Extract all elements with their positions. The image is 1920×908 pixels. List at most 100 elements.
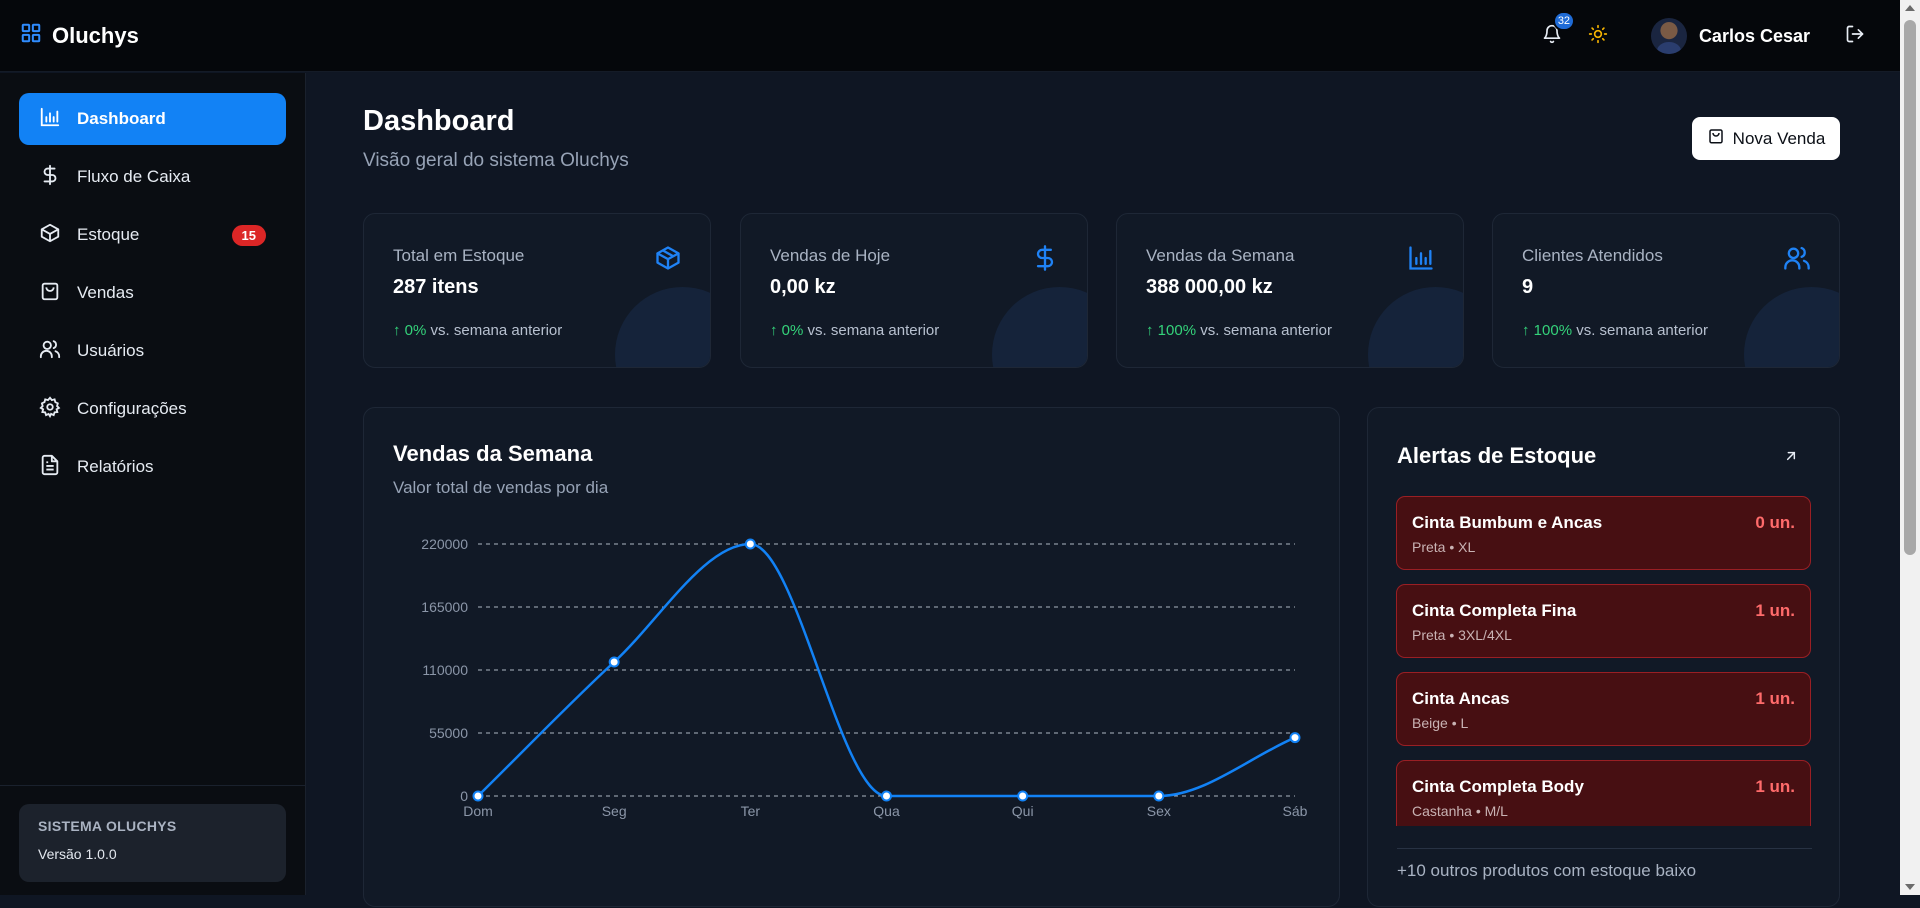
sidebar-item-label: Vendas xyxy=(77,283,134,302)
alert-product-name: Cinta Completa Fina xyxy=(1412,601,1577,620)
data-point xyxy=(472,790,484,802)
app-name: Oluchys xyxy=(52,22,139,48)
y-tick-label: 220000 xyxy=(421,536,468,552)
brand[interactable]: Oluchys xyxy=(20,22,139,49)
sidebar-item-usuarios[interactable]: Usuários xyxy=(19,325,286,377)
scroll-thumb[interactable] xyxy=(1904,20,1916,555)
logout-icon xyxy=(1845,24,1865,49)
system-version: Versão 1.0.0 xyxy=(38,846,117,862)
stat-card-today-sales: Vendas de Hoje 0,00 kz ↑ 0% vs. semana a… xyxy=(740,213,1088,368)
stat-trend: ↑ 100% vs. semana anterior xyxy=(1522,322,1708,339)
data-point xyxy=(1017,790,1029,802)
data-point xyxy=(744,538,756,550)
alert-product-name: Cinta Bumbum e Ancas xyxy=(1412,513,1603,532)
stat-label: Clientes Atendidos xyxy=(1522,246,1663,265)
gear-icon xyxy=(39,395,61,423)
alert-item[interactable]: Cinta Completa Fina Preta • 3XL/4XL 1 un… xyxy=(1396,584,1811,658)
decorative-circle xyxy=(1744,287,1839,367)
x-tick-label: Dom xyxy=(463,803,493,819)
stock-alerts-card: Alertas de Estoque Cinta Bumbum e Ancas … xyxy=(1367,407,1840,907)
x-tick-label: Seg xyxy=(602,803,627,819)
stock-alert-badge: 15 xyxy=(231,224,266,246)
y-tick-label: 110000 xyxy=(422,662,468,678)
sidebar-item-label: Usuários xyxy=(77,341,145,360)
bar-chart-icon xyxy=(39,106,61,133)
shopping-bag-icon xyxy=(1707,127,1725,150)
y-tick-label: 55000 xyxy=(429,725,468,741)
decorative-circle xyxy=(1368,287,1463,367)
new-sale-label: Nova Venda xyxy=(1732,128,1826,148)
x-tick-label: Sáb xyxy=(1283,803,1308,819)
decorative-circle xyxy=(992,287,1087,367)
sidebar-item-estoque[interactable]: Estoque 15 xyxy=(19,209,286,261)
alerts-title: Alertas de Estoque xyxy=(1397,443,1597,468)
chart-subtitle: Valor total de vendas por dia xyxy=(393,478,609,497)
notifications-button[interactable]: 32 xyxy=(1537,11,1575,51)
page-scrollbar[interactable] xyxy=(1900,0,1920,895)
version-card: SISTEMA OLUCHYS Versão 1.0.0 xyxy=(19,804,286,882)
alert-product-meta: Castanha • M/L xyxy=(1412,803,1508,819)
weekly-sales-chart-card: Vendas da Semana Valor total de vendas p… xyxy=(363,407,1340,907)
x-tick-label: Sex xyxy=(1147,803,1171,819)
box-icon xyxy=(39,222,61,249)
alert-item[interactable]: Cinta Bumbum e Ancas Preta • XL 0 un. xyxy=(1396,496,1811,570)
alert-quantity: 1 un. xyxy=(1755,689,1795,708)
sidebar-item-relatorios[interactable]: Relatórios xyxy=(19,441,286,493)
sidebar-item-label: Estoque xyxy=(77,225,140,244)
scroll-down-arrow[interactable] xyxy=(1905,884,1915,890)
trend-up: ↑ 100% xyxy=(1146,322,1197,339)
stat-card-clients: Clientes Atendidos 9 ↑ 100% vs. semana a… xyxy=(1492,213,1840,368)
alert-product-name: Cinta Completa Body xyxy=(1412,777,1584,796)
sidebar-item-dashboard[interactable]: Dashboard xyxy=(19,93,286,145)
y-tick-label: 0 xyxy=(460,788,468,804)
arrow-up-right-icon[interactable] xyxy=(1783,448,1799,469)
x-tick-label: Qui xyxy=(1012,803,1034,819)
stat-value: 287 itens xyxy=(393,276,479,298)
sidebar-item-label: Relatórios xyxy=(77,457,154,476)
sidebar-item-label: Fluxo de Caixa xyxy=(77,167,191,186)
system-name: SISTEMA OLUCHYS xyxy=(38,818,177,834)
sidebar-item-vendas[interactable]: Vendas xyxy=(19,267,286,319)
decorative-circle xyxy=(615,287,710,367)
user-menu[interactable]: Carlos Cesar xyxy=(1650,18,1810,54)
stat-label: Total em Estoque xyxy=(393,246,525,265)
sidebar-item-configuracoes[interactable]: Configurações xyxy=(19,383,286,435)
alert-quantity: 0 un. xyxy=(1755,513,1795,532)
data-point xyxy=(608,656,620,668)
dollar-icon xyxy=(1031,244,1059,277)
sidebar-item-label: Dashboard xyxy=(77,109,166,128)
bell-icon xyxy=(1542,24,1562,49)
alert-item[interactable]: Cinta Completa Body Castanha • M/L 1 un. xyxy=(1396,760,1811,826)
stat-trend: ↑ 0% vs. semana anterior xyxy=(770,322,939,339)
x-tick-label: Qua xyxy=(873,803,900,819)
stat-card-stock: Total em Estoque 287 itens ↑ 0% vs. sema… xyxy=(363,213,711,368)
y-tick-label: 165000 xyxy=(421,599,468,615)
page-subtitle: Visão geral do sistema Oluchys xyxy=(363,150,629,171)
dollar-icon xyxy=(39,164,61,191)
alert-product-meta: Beige • L xyxy=(1412,715,1469,731)
bar-chart-icon xyxy=(1407,244,1435,277)
new-sale-button[interactable]: Nova Venda xyxy=(1692,117,1840,160)
stat-trend: ↑ 0% vs. semana anterior xyxy=(393,322,562,339)
sun-icon xyxy=(1588,24,1608,49)
stat-label: Vendas de Hoje xyxy=(770,246,891,265)
avatar xyxy=(1650,18,1687,54)
scroll-up-arrow[interactable] xyxy=(1905,5,1915,11)
logout-button[interactable] xyxy=(1840,21,1870,51)
file-text-icon xyxy=(39,454,61,481)
theme-toggle-button[interactable] xyxy=(1583,21,1613,51)
trend-text: vs. semana anterior xyxy=(807,322,940,339)
trend-up: ↑ 0% xyxy=(393,322,427,339)
grid-logo-icon xyxy=(20,22,42,49)
sidebar-item-fluxo-de-caixa[interactable]: Fluxo de Caixa xyxy=(19,151,286,203)
alerts-more-text: +10 outros produtos com estoque baixo xyxy=(1397,848,1812,881)
trend-text: vs. semana anterior xyxy=(430,322,563,339)
alert-product-meta: Preta • XL xyxy=(1412,539,1476,555)
alert-item[interactable]: Cinta Ancas Beige • L 1 un. xyxy=(1396,672,1811,746)
box-icon xyxy=(654,244,682,277)
user-name: Carlos Cesar xyxy=(1698,25,1810,46)
trend-up: ↑ 100% xyxy=(1522,322,1573,339)
users-icon xyxy=(39,338,61,365)
stat-label: Vendas da Semana xyxy=(1146,246,1295,265)
top-bar: Oluchys 32 Carlos Cesar xyxy=(0,0,1900,72)
